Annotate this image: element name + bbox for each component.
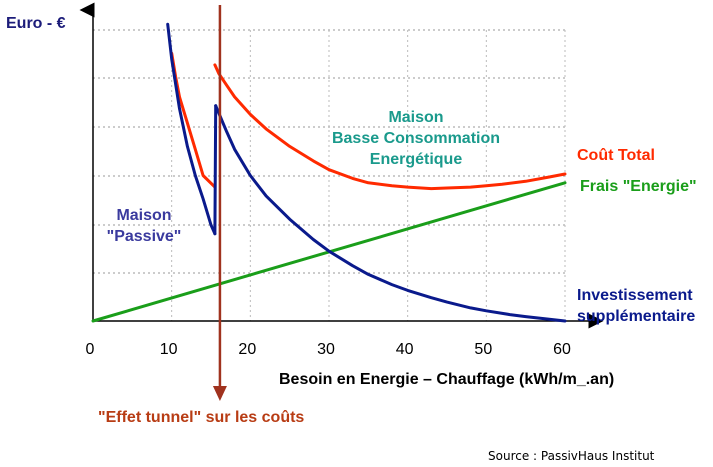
x-tick-labels: 0 10 20 30 40 50 60 [86, 341, 571, 358]
series-lines [91, 22, 567, 323]
effet-tunnel-arrowhead [212, 386, 227, 401]
annotation-effet-tunnel: "Effet tunnel" sur les coûts [98, 409, 304, 426]
series-2-segment-2 [214, 104, 567, 323]
legend-frais-energie: Frais "Energie" [580, 178, 697, 195]
x-tick-label-60: 60 [553, 341, 571, 358]
annotation-bbc-line3: Energétique [370, 151, 463, 168]
legend-investissement-line1: Investissement [577, 287, 693, 304]
series-2-segment-0 [166, 22, 217, 236]
annotation-bbc-line2: Basse Consommation [332, 130, 500, 147]
x-axis-label: Besoin en Energie – Chauffage (kWh/m_.an… [279, 371, 614, 388]
x-tick-label-20: 20 [238, 341, 256, 358]
annotation-maison-passive-line2: "Passive" [107, 228, 182, 245]
grid-lines [93, 29, 566, 321]
annotation-bbc-line1: Maison [388, 109, 443, 126]
y-axis-label: Euro - € [6, 15, 66, 32]
series-0-segment-1 [213, 63, 567, 191]
annotation-maison-passive-line1: Maison [116, 207, 171, 224]
series-2-segment-1 [213, 104, 218, 236]
legend-cout-total: Coût Total [577, 147, 655, 164]
x-tick-label-30: 30 [317, 341, 335, 358]
x-tick-label-40: 40 [396, 341, 414, 358]
x-tick-label-10: 10 [160, 341, 178, 358]
legend-investissement-line2: supplémentaire [577, 308, 695, 325]
x-tick-label-0: 0 [86, 341, 95, 358]
source-note: Source : PassivHaus Institut [488, 449, 655, 463]
x-tick-label-50: 50 [474, 341, 492, 358]
